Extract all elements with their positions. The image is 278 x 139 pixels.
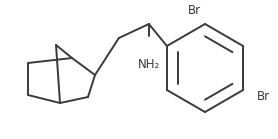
Text: Br: Br <box>257 90 270 102</box>
Text: NH₂: NH₂ <box>138 58 160 71</box>
Text: Br: Br <box>188 3 201 17</box>
